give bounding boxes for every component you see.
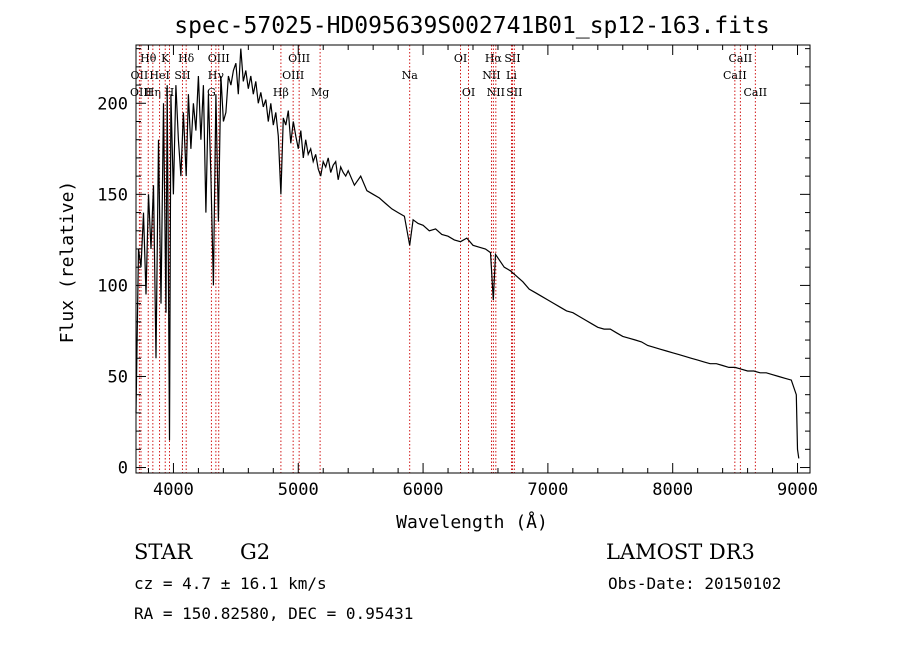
- y-tick-label: 200: [97, 94, 128, 114]
- observation-date: Obs-Date: 20150102: [608, 574, 782, 593]
- line-label: CaII: [723, 69, 747, 82]
- x-tick-label: 4000: [153, 480, 194, 500]
- spectrum-line: [135, 48, 800, 459]
- y-axis-label: Flux (relative): [57, 181, 78, 344]
- line-label: Hη: [145, 86, 161, 99]
- x-tick-label: 6000: [403, 480, 444, 500]
- line-label: NII: [487, 86, 505, 99]
- line-label: H: [165, 86, 175, 99]
- line-label: Na: [402, 69, 419, 82]
- line-label: K: [161, 52, 170, 65]
- y-tick-label: 0: [118, 459, 128, 479]
- x-tick-label: 7000: [527, 480, 568, 500]
- line-label: OI: [462, 86, 475, 99]
- x-tick-label: 8000: [652, 480, 693, 500]
- y-tick-label: 150: [97, 185, 128, 205]
- line-label: OIII: [282, 69, 304, 82]
- line-label: OIII: [208, 52, 230, 65]
- survey-name: LAMOST DR3: [606, 540, 755, 564]
- line-label: Hγ: [208, 69, 225, 82]
- y-tick-label: 100: [97, 276, 128, 296]
- line-label: HeI: [149, 69, 169, 82]
- line-label: CaII: [743, 86, 767, 99]
- x-tick-label: 9000: [777, 480, 818, 500]
- line-label: OIII: [130, 86, 152, 99]
- line-label: Hβ: [273, 86, 289, 99]
- line-label: G: [207, 86, 216, 99]
- line-label: Mg: [311, 86, 329, 99]
- x-tick-label: 5000: [278, 480, 319, 500]
- redshift-info: cz = 4.7 ± 16.1 km/s: [134, 574, 327, 593]
- y-tick-label: 50: [108, 367, 128, 387]
- plot-frame: [135, 44, 811, 474]
- coordinates: RA = 150.82580, DEC = 0.95431: [134, 604, 414, 623]
- x-axis-label: Wavelength (Å): [396, 511, 548, 533]
- chart-title: spec-57025-HD095639S002741B01_sp12-163.f…: [174, 13, 769, 39]
- line-label: NII: [482, 69, 500, 82]
- line-label: OIII: [288, 52, 310, 65]
- object-subclass: G2: [240, 540, 271, 564]
- line-label: Hα: [485, 52, 503, 65]
- line-label: Li: [506, 69, 517, 82]
- line-label: CaII: [729, 52, 753, 65]
- line-label: SII: [174, 69, 190, 82]
- line-label: SII: [504, 52, 520, 65]
- line-label: Hθ: [140, 52, 157, 65]
- line-label: SII: [506, 86, 522, 99]
- line-label: Hδ: [178, 52, 195, 65]
- axes: 4000 5000 6000 7000 8000 9000 0 50 100 150 200: [97, 44, 818, 500]
- line-label: OI: [454, 52, 467, 65]
- object-class: STAR: [134, 540, 193, 564]
- line-label: OII: [131, 69, 149, 82]
